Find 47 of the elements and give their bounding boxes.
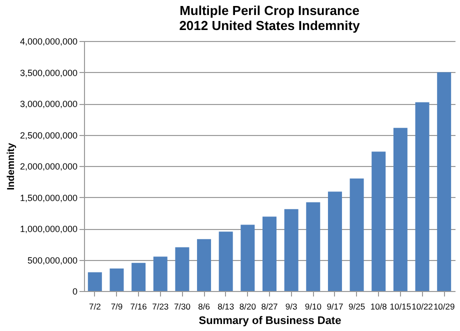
x-tick-label: 7/23 [152, 302, 169, 312]
x-axis-title: Summary of Business Date [198, 315, 342, 327]
bar [110, 268, 124, 291]
x-tick-label: 10/22 [412, 302, 434, 312]
y-tick-label: 1,000,000,000 [20, 224, 78, 234]
bar [306, 202, 320, 291]
x-tick-label: 7/16 [130, 302, 148, 312]
bar [240, 224, 255, 291]
x-tick-label: 9/10 [304, 302, 322, 312]
x-tick-label: 8/6 [198, 302, 210, 312]
bar [197, 239, 212, 291]
y-tick-label: 1,500,000,000 [20, 192, 78, 203]
y-tick-label: 2,000,000,000 [20, 162, 78, 172]
x-tick-label: 7/9 [110, 302, 123, 312]
y-tick-label: 500,000,000 [27, 255, 78, 266]
bar [372, 152, 386, 291]
text: Multiple Peril Crop Insurance [180, 3, 360, 18]
bar [350, 178, 364, 291]
x-tick-label: 8/27 [261, 302, 278, 312]
y-tick-label: 3,000,000,000 [20, 99, 78, 109]
x-tick-label: 10/29 [433, 302, 455, 312]
bar [175, 247, 190, 291]
x-tick-label: 9/17 [326, 302, 344, 312]
text: 2012 United States Indemnity [179, 18, 360, 33]
x-tick-label: 10/15 [390, 302, 412, 312]
y-tick-label: 4,000,000,000 [20, 36, 78, 46]
bar [132, 262, 146, 291]
x-tick-label: 9/25 [348, 302, 366, 312]
bar [415, 102, 430, 291]
x-tick-label: 10/8 [370, 302, 388, 312]
bar [218, 232, 233, 291]
bar [437, 72, 452, 291]
bar [328, 192, 342, 291]
y-tick-label: 2,500,000,000 [20, 130, 78, 140]
bar [393, 128, 408, 291]
x-tick-label: 9/3 [285, 302, 298, 312]
bar [284, 209, 298, 291]
bar [88, 272, 102, 291]
y-axis-title: Indemnity [6, 142, 17, 190]
x-tick-label: 7/30 [174, 302, 191, 312]
y-tick-label: 0 [72, 286, 78, 296]
bar [262, 216, 276, 291]
x-tick-label: 8/13 [218, 302, 234, 312]
bar [153, 256, 168, 291]
x-tick-label: 8/20 [239, 302, 256, 312]
x-tick-label: 7/2 [89, 302, 102, 312]
y-tick-label: 3,500,000,000 [20, 68, 78, 78]
